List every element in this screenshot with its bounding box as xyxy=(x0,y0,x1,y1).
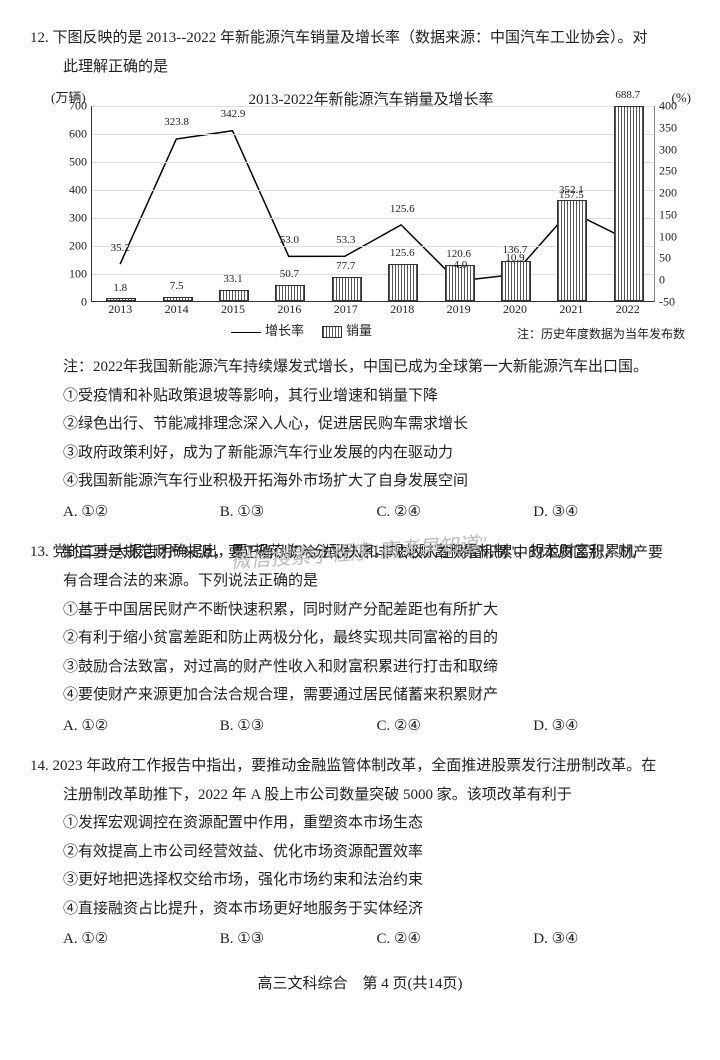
q12-note: 注：2022年我国新能源汽车持续爆发式增长，中国已成为全球第一大新能源汽车出口国… xyxy=(63,353,690,382)
q13-D[interactable]: D. ③④ xyxy=(533,712,690,741)
q12-opt2: ②绿色出行、节能减排理念深入人心，促进居民购车需求增长 xyxy=(63,410,690,439)
q12-options: A. ①② B. ①③ C. ②④ D. ③④ xyxy=(63,498,690,527)
y-right-tick: 50 xyxy=(659,247,687,270)
y-right-tick: 300 xyxy=(659,138,687,161)
q13-num: 13. xyxy=(30,544,49,560)
line-value: 53.0 xyxy=(280,230,299,251)
chart-plot: 1.8201335.27.52014323.833.12015342.950.7… xyxy=(91,106,655,302)
q14-A[interactable]: A. ①② xyxy=(63,925,220,954)
y-left-tick: 0 xyxy=(59,291,87,314)
y-left-tick: 200 xyxy=(59,235,87,258)
q14-opt1: ①发挥宏观调控在资源配置中作用，重塑资本市场生态 xyxy=(63,809,690,838)
line-value: 157.5 xyxy=(559,184,584,205)
bar-value: 125.6 xyxy=(390,243,415,264)
bar xyxy=(557,200,587,301)
q14-num: 14. xyxy=(30,758,49,774)
y-left-tick: 700 xyxy=(59,95,87,118)
q13-C[interactable]: C. ②④ xyxy=(377,712,534,741)
bar xyxy=(614,106,644,301)
q14-B[interactable]: B. ①③ xyxy=(220,925,377,954)
bar-value: 1.8 xyxy=(113,278,127,299)
q12-B[interactable]: B. ①③ xyxy=(220,498,377,527)
x-label: 2020 xyxy=(503,298,527,321)
y-right-tick: 250 xyxy=(659,160,687,183)
y-right-tick: 350 xyxy=(659,116,687,139)
q13-opt4: ④要使财产来源更加合法合规合理，需要通过居民储蓄来积累财产 xyxy=(63,681,690,710)
y-right-tick: 400 xyxy=(659,95,687,118)
x-label: 2018 xyxy=(390,298,414,321)
y-right-tick: 100 xyxy=(659,225,687,248)
bar xyxy=(388,264,418,301)
bar-value: 33.1 xyxy=(223,269,242,290)
q13-B[interactable]: B. ①③ xyxy=(220,712,377,741)
q12-opt4: ④我国新能源汽车行业积极开拓海外市场扩大了自身发展空间 xyxy=(63,467,690,496)
question-13: 13. 党的二十大报告明确提出，要"规范收入分配秩序，规范财富积累机制"。规范财… xyxy=(30,538,690,740)
q12-stem: 12. 下图反映的是 2013--2022 年新能源汽车销量及增长率（数据来源：… xyxy=(63,24,690,53)
bar-value: 50.7 xyxy=(280,264,299,285)
question-14: 14. 2023 年政府工作报告中指出，要推动金融监管体制改革，全面推进股票发行… xyxy=(30,752,690,954)
q12-num: 12. xyxy=(30,30,49,46)
line-value: 323.8 xyxy=(164,112,189,133)
legend-sales: 销量 xyxy=(346,323,372,338)
y-left-tick: 400 xyxy=(59,179,87,202)
q13-stem3: 有合理合法的来源。下列说法正确的是 xyxy=(63,567,690,596)
legend-bar-icon xyxy=(322,326,342,338)
bar-value: 77.7 xyxy=(336,256,355,277)
x-label: 2022 xyxy=(616,298,640,321)
line-value: 53.3 xyxy=(336,230,355,251)
q14-stem1: 2023 年政府工作报告中指出，要推动金融监管体制改革，全面推进股票发行注册制改… xyxy=(53,758,657,774)
q12-opt1: ①受疫情和补贴政策退坡等影响，其行业增速和销量下降 xyxy=(63,382,690,411)
y-right-tick: 0 xyxy=(659,269,687,292)
q14-D[interactable]: D. ③④ xyxy=(533,925,690,954)
y-left-tick: 300 xyxy=(59,207,87,230)
q12-A[interactable]: A. ①② xyxy=(63,498,220,527)
q12-opt3: ③政府政策利好，成为了新能源汽车行业发展的内在驱动力 xyxy=(63,439,690,468)
x-label: 2021 xyxy=(559,298,583,321)
x-label: 2015 xyxy=(221,298,245,321)
page-footer: 高三文科综合 第 4 页(共14页) xyxy=(30,970,690,999)
q14-options: A. ①② B. ①③ C. ②④ D. ③④ xyxy=(63,925,690,954)
x-label: 2013 xyxy=(108,298,132,321)
x-label: 2019 xyxy=(447,298,471,321)
line-value: -4.0 xyxy=(450,255,467,276)
line-value: 342.9 xyxy=(221,104,246,125)
y-left-tick: 100 xyxy=(59,263,87,286)
line-value: 125.6 xyxy=(390,198,415,219)
line-value: 35.2 xyxy=(111,238,130,259)
line-value: 10.9 xyxy=(505,248,524,269)
q14-opt3: ③更好地把选择权交给市场，强化市场约束和法治约束 xyxy=(63,866,690,895)
q14-opt4: ④直接融资占比提升，资本市场更好地服务于实体经济 xyxy=(63,895,690,924)
x-label: 2014 xyxy=(165,298,189,321)
y-right-tick: 150 xyxy=(659,203,687,226)
q14-stem2: 注册制改革助推下，2022 年 A 股上市公司数量突破 5000 家。该项改革有… xyxy=(63,781,690,810)
chart-legend: 增长率 销量 xyxy=(231,319,372,344)
y-right-tick: -50 xyxy=(659,291,687,314)
x-label: 2017 xyxy=(334,298,358,321)
x-label: 2016 xyxy=(277,298,301,321)
y-left-tick: 600 xyxy=(59,123,87,146)
bar-value: 688.7 xyxy=(615,85,640,106)
q12-D[interactable]: D. ③④ xyxy=(533,498,690,527)
chart-note-right: 注：历史年度数据为当年发布数 xyxy=(517,323,685,346)
bar-value: 7.5 xyxy=(170,276,184,297)
y-right-tick: 200 xyxy=(659,182,687,205)
q12-stem2: 此理解正确的是 xyxy=(63,53,690,82)
sales-growth-chart: (万辆) (%) 2013-2022年新能源汽车销量及增长率 1.8201335… xyxy=(50,85,692,347)
y-left-tick: 500 xyxy=(59,151,87,174)
q13-opt2: ②有利于缩小贫富差距和防止两极分化，最终实现共同富裕的目的 xyxy=(63,624,690,653)
q13-options: A. ①② B. ①③ C. ②④ D. ③④ xyxy=(63,712,690,741)
q12-C[interactable]: C. ②④ xyxy=(377,498,534,527)
q13-stem2: 制首要是规范财产来源，要正确认识合法收入和非法收入在财富积累中的本质区别，财产要 xyxy=(63,539,690,568)
legend-line-icon xyxy=(231,332,261,333)
q14-opt2: ②有效提高上市公司经营效益、优化市场资源配置效率 xyxy=(63,838,690,867)
q14-C[interactable]: C. ②④ xyxy=(377,925,534,954)
q13-opt3: ③鼓励合法致富，对过高的财产性收入和财富积累进行打击和取缔 xyxy=(63,653,690,682)
q12-stem1: 下图反映的是 2013--2022 年新能源汽车销量及增长率（数据来源：中国汽车… xyxy=(53,30,648,46)
legend-growth: 增长率 xyxy=(265,323,304,338)
q13-A[interactable]: A. ①② xyxy=(63,712,220,741)
q13-opt1: ①基于中国居民财产不断快速积累，同时财产分配差距也有所扩大 xyxy=(63,596,690,625)
q14-stem: 14. 2023 年政府工作报告中指出，要推动金融监管体制改革，全面推进股票发行… xyxy=(63,752,690,781)
question-12: 12. 下图反映的是 2013--2022 年新能源汽车销量及增长率（数据来源：… xyxy=(30,24,690,526)
